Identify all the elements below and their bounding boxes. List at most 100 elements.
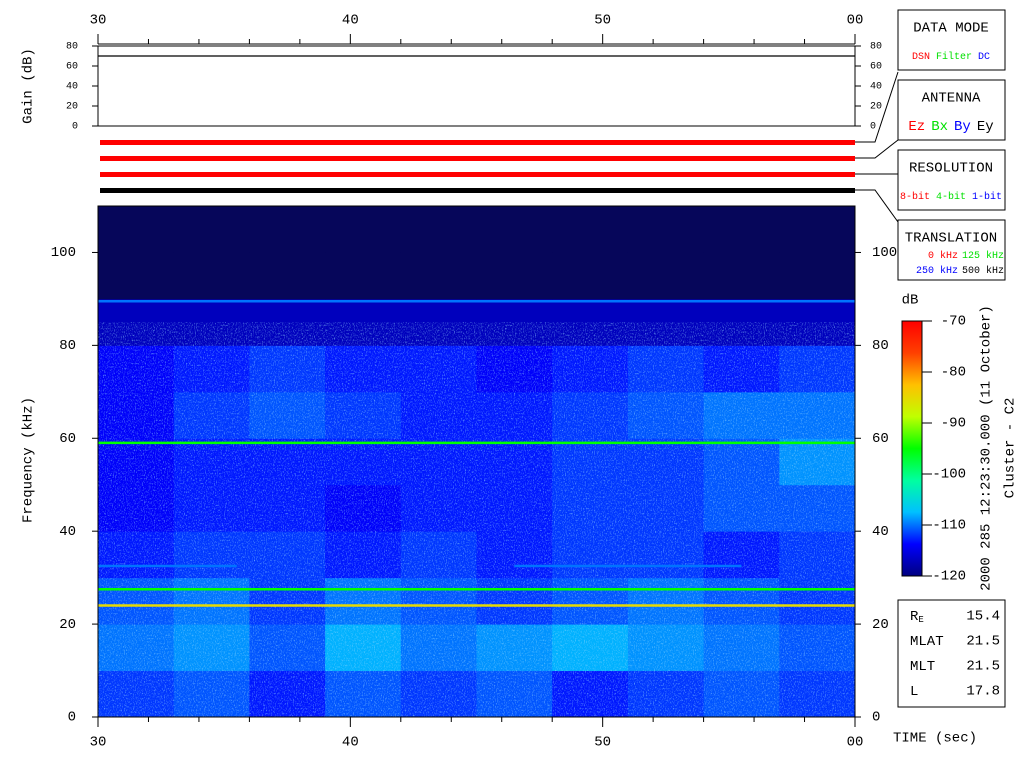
y-tick-label: 40	[66, 82, 78, 93]
x-tick-label: 40	[342, 13, 359, 29]
spectrogram-cell	[779, 206, 856, 253]
info-label-text: R	[910, 609, 919, 625]
panel-items: 0 kHz 125 kHz	[928, 250, 1004, 262]
colorbar-label: dB	[902, 293, 919, 309]
y-tick-label: 40	[59, 524, 76, 540]
info-label: MLT	[910, 659, 935, 675]
spectrogram-cell	[173, 206, 250, 253]
colorbar-tick-label: -80	[941, 365, 966, 381]
spectrogram-cell	[325, 252, 402, 300]
panel-item: Ez	[908, 119, 925, 135]
x-tick-label: 00	[847, 13, 864, 29]
y-tick-label: 20	[66, 102, 78, 113]
colorbar-tick-label: -100	[932, 467, 966, 483]
panel-items: Ez Bx By Ey	[908, 119, 993, 135]
spectrogram-cell	[98, 252, 175, 300]
colorbar-tick-label: -120	[932, 569, 966, 585]
y-tick-label: 0	[872, 710, 880, 726]
y-tick-label: 60	[66, 62, 78, 73]
info-label: L	[910, 684, 918, 700]
info-value: 17.8	[966, 684, 1000, 700]
plot-frame	[97, 205, 856, 718]
spectrogram-cell	[476, 252, 553, 300]
colorbar-tick-label: -110	[932, 518, 966, 534]
y-tick-label: 60	[59, 431, 76, 447]
y-tick-label: 20	[59, 617, 76, 633]
frequency-axis-title: Frequency (kHz)	[21, 397, 37, 523]
panel-title: TRANSLATION	[905, 231, 997, 247]
panel-item: 500 kHz	[962, 265, 1004, 277]
y-tick-label: 40	[870, 82, 882, 93]
timestamp: 2000 285 12:23:30.000 (11 October)	[979, 305, 995, 591]
status-bar	[100, 140, 855, 145]
spectrogram-cell	[627, 206, 705, 253]
y-tick-label: 80	[66, 42, 78, 53]
y-tick-label: 20	[872, 617, 889, 633]
texture	[98, 322, 855, 717]
colorbar-tick-label: -70	[941, 314, 966, 330]
panel-box	[897, 219, 1006, 281]
panel-item: 250 kHz	[916, 265, 958, 277]
panel-item: Filter	[936, 51, 972, 63]
panel-title: DATA MODE	[913, 21, 989, 37]
panel-item: DSN	[912, 52, 930, 63]
spectrogram-cell	[703, 206, 780, 253]
spectrogram-cell	[98, 206, 175, 253]
panel-item: DC	[978, 52, 990, 63]
y-tick-label: 0	[72, 122, 78, 133]
spectrogram-cell	[703, 252, 780, 300]
panel-title: ANTENNA	[922, 91, 981, 107]
connectors	[855, 71, 899, 223]
panel-item: 1-bit	[972, 191, 1002, 203]
spectrogram-cell	[627, 252, 705, 300]
gain-axis-title: Gain (dB)	[21, 48, 37, 124]
spectrogram-cell	[476, 206, 553, 253]
panel-title: RESOLUTION	[909, 161, 993, 177]
y-tick-label: 0	[870, 122, 876, 133]
info-label-text: L	[910, 684, 918, 700]
y-tick-label: 0	[68, 710, 76, 726]
x-tick-label: 50	[594, 13, 611, 29]
status-bar	[100, 188, 855, 193]
panel-item: 8-bit	[900, 191, 930, 203]
spectrogram-cell	[249, 206, 326, 253]
panel-item: 0 kHz	[928, 250, 958, 262]
panel-box	[897, 149, 1006, 211]
x-tick-label: 30	[90, 735, 107, 751]
y-tick-label: 80	[59, 338, 76, 354]
spectrogram-cell	[552, 206, 629, 253]
spectrogram-cell	[779, 252, 856, 300]
panel-items: DSN Filter DC	[912, 51, 990, 63]
info-label: RE	[910, 609, 924, 626]
info-value: 21.5	[966, 659, 1000, 675]
panel-item: 125 kHz	[962, 250, 1004, 262]
y-tick-label: 80	[872, 338, 889, 354]
y-tick-label: 60	[872, 431, 889, 447]
panel-item: By	[954, 119, 971, 135]
y-tick-label: 60	[870, 62, 882, 73]
x-tick-label: 40	[342, 735, 359, 751]
plot-frame	[97, 45, 856, 127]
panel-item: Ey	[977, 119, 994, 135]
y-tick-label: 80	[870, 42, 882, 53]
panel-item: 4-bit	[936, 191, 966, 203]
colorbar	[901, 320, 923, 577]
x-tick-label: 50	[594, 735, 611, 751]
info-label-text: MLT	[910, 659, 935, 675]
spectrogram-cell	[173, 252, 250, 300]
spectrogram-cell	[552, 252, 629, 300]
panel-items: 8-bit 4-bit 1-bit	[900, 191, 1002, 203]
y-tick-label: 100	[872, 245, 897, 261]
panel-box	[897, 79, 1006, 141]
x-axis-title: TIME (sec)	[893, 731, 977, 747]
y-tick-label: 40	[872, 524, 889, 540]
spectrogram-cell	[249, 252, 326, 300]
y-tick-label: 20	[870, 102, 882, 113]
info-label: MLAT	[910, 634, 944, 650]
colorbar-tick-label: -90	[941, 416, 966, 432]
spacecraft: Cluster - C2	[1003, 398, 1019, 499]
y-tick-label: 100	[51, 245, 76, 261]
info-value: 15.4	[966, 609, 1000, 625]
panel-box	[897, 9, 1006, 71]
